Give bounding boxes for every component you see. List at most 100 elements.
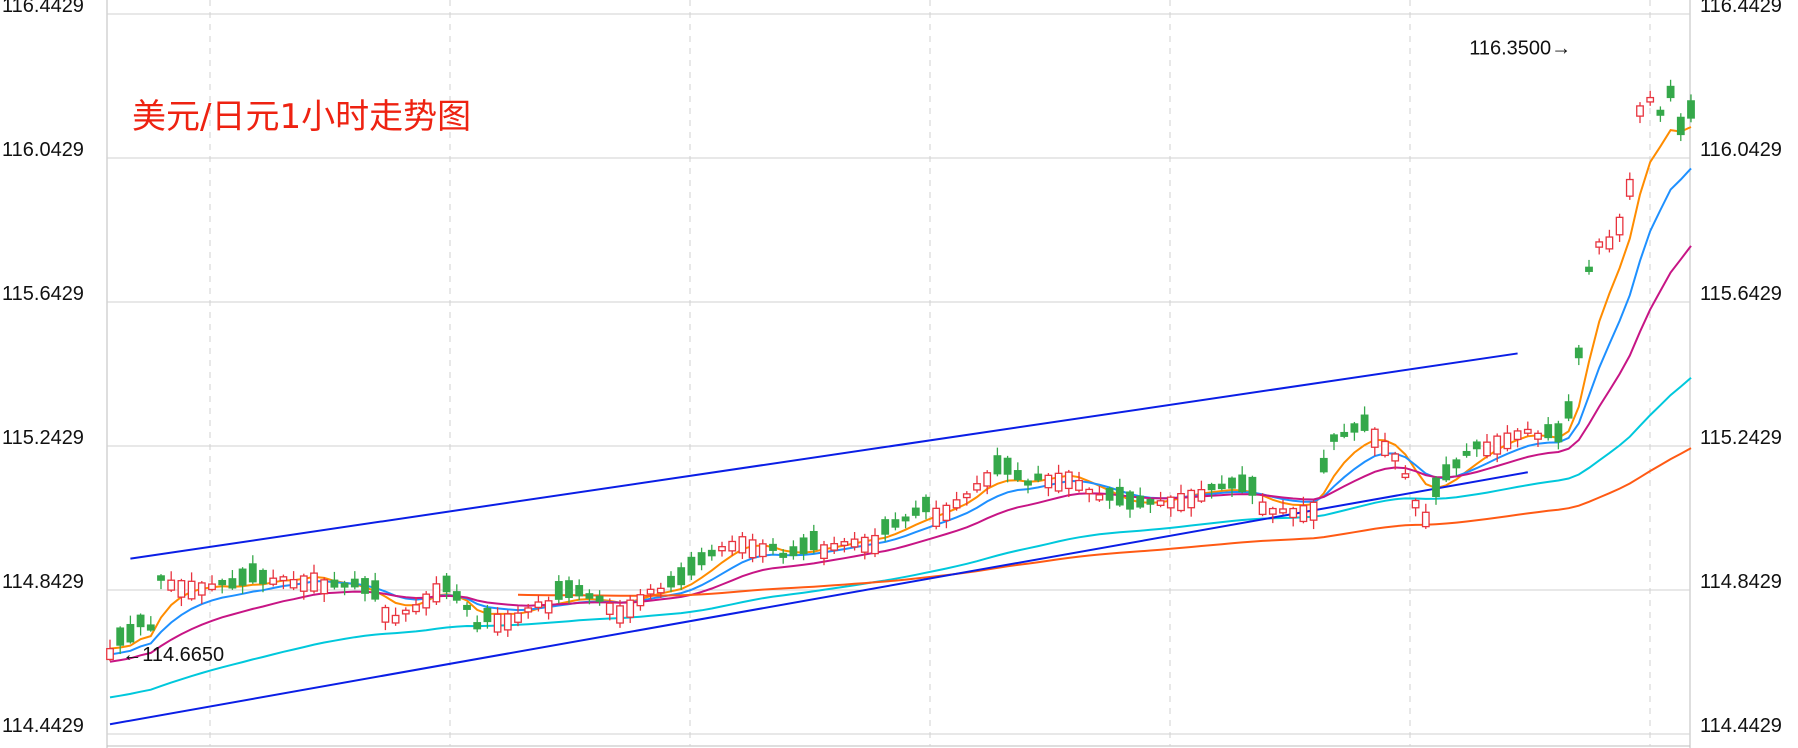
candle — [799, 533, 808, 561]
candle — [361, 576, 369, 602]
candle — [1003, 455, 1012, 483]
candle — [483, 604, 492, 629]
candle-body — [911, 507, 920, 516]
moving-averages — [109, 126, 1692, 699]
candle-body — [942, 504, 951, 522]
y-tick-label-left: 114.8429 — [2, 571, 84, 593]
candle — [769, 538, 777, 555]
candle — [1126, 490, 1134, 518]
candle-body — [871, 534, 879, 555]
candle — [1625, 172, 1634, 200]
candle — [1289, 506, 1298, 527]
candle-body — [1483, 441, 1491, 457]
candle — [1350, 421, 1359, 441]
candle — [1013, 462, 1022, 482]
candle-body — [157, 575, 165, 581]
candle — [1187, 488, 1196, 517]
candle-body — [116, 627, 125, 646]
candle-body — [1493, 435, 1502, 455]
candle — [1513, 428, 1522, 448]
y-tick-label-left: 114.4429 — [2, 715, 84, 737]
candle-body — [381, 606, 390, 623]
candle — [758, 539, 767, 563]
ma-line — [517, 447, 1692, 597]
candle-body — [799, 537, 808, 555]
candles — [106, 79, 1695, 662]
candle-body — [1564, 401, 1573, 419]
y-tick-label-left: 116.0429 — [2, 139, 84, 161]
candle — [1493, 433, 1502, 463]
candle — [514, 606, 522, 627]
candle — [1656, 106, 1665, 122]
candle — [1554, 420, 1563, 450]
candle-body — [452, 591, 461, 601]
candle — [646, 584, 655, 600]
candle — [1360, 406, 1369, 433]
candle — [289, 571, 298, 591]
candle — [1534, 430, 1542, 447]
candle-body — [565, 580, 573, 599]
candle-body — [1360, 414, 1369, 431]
candle — [503, 610, 512, 637]
candle-body — [881, 519, 890, 535]
ma-line — [109, 377, 1692, 699]
candle-body — [197, 582, 206, 596]
candle-body — [1595, 241, 1604, 248]
candle-body — [1177, 493, 1185, 512]
candle-body — [146, 624, 155, 631]
candle-body — [860, 536, 869, 553]
candle — [850, 532, 859, 551]
candle-body — [228, 578, 237, 589]
candle-body — [473, 622, 482, 630]
candle — [1636, 102, 1644, 124]
y-tick-label-left: 116.4429 — [2, 0, 84, 17]
candle-body — [687, 556, 696, 576]
candle-body — [208, 583, 216, 591]
candle — [1462, 443, 1471, 458]
candle-body — [1554, 423, 1563, 443]
candle — [952, 491, 961, 511]
candle-body — [1442, 464, 1451, 481]
candle — [1166, 495, 1175, 517]
candle-body — [289, 578, 298, 589]
candle — [106, 639, 114, 662]
candle — [391, 607, 400, 626]
candle-body — [850, 538, 859, 548]
candle-body — [259, 569, 267, 585]
candle — [1075, 471, 1083, 493]
candle — [1156, 491, 1165, 508]
candle-body — [738, 536, 747, 554]
candle — [1207, 482, 1216, 499]
candle — [238, 567, 247, 594]
candle — [891, 512, 900, 531]
candle — [1228, 476, 1236, 497]
candle — [452, 584, 461, 604]
price-annotation: 116.3500→ — [1469, 37, 1571, 59]
candle — [707, 544, 716, 561]
candle-body — [667, 575, 675, 588]
candle-body — [616, 605, 624, 624]
candle — [1340, 423, 1349, 439]
candle-body — [422, 593, 431, 609]
candle-body — [1013, 470, 1022, 481]
candle — [1503, 425, 1512, 452]
candle — [575, 579, 584, 601]
candle — [146, 616, 155, 632]
candle — [534, 595, 543, 612]
candle-body — [1330, 434, 1338, 442]
candle — [493, 607, 502, 636]
y-tick-label-right: 116.4429 — [1700, 0, 1782, 17]
candle — [299, 573, 308, 600]
candle — [973, 475, 981, 493]
y-tick-label-right: 116.0429 — [1700, 139, 1782, 161]
candle-body — [340, 582, 349, 588]
candle-body — [993, 455, 1002, 475]
candle — [1054, 464, 1063, 494]
candle-body — [962, 493, 971, 499]
candle — [442, 573, 451, 600]
candle-body — [1411, 499, 1420, 509]
candle-body — [1197, 489, 1206, 502]
candle — [544, 596, 553, 620]
candle — [1564, 394, 1573, 422]
